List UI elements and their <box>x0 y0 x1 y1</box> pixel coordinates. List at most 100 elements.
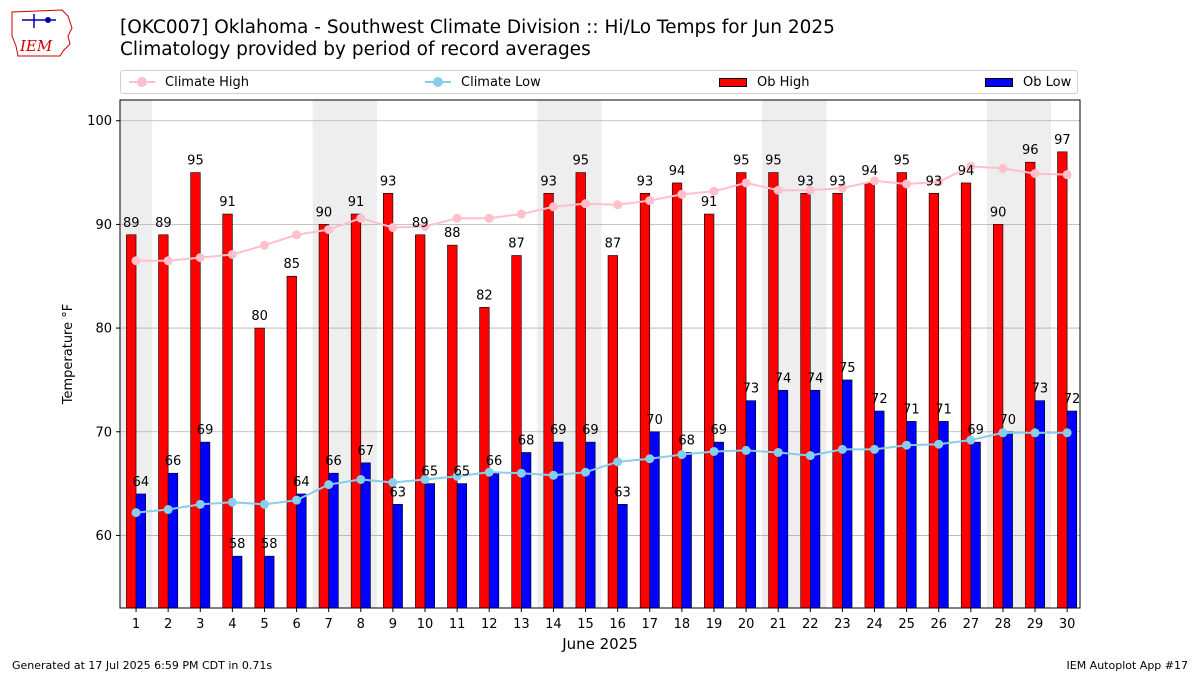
ob-high-value-label: 85 <box>283 257 300 272</box>
climate-high-point <box>870 176 880 186</box>
climate-low-point <box>870 444 880 454</box>
climate-low-point <box>1030 428 1040 438</box>
climate-high-point <box>581 199 591 209</box>
ob-low-value-label: 70 <box>999 413 1016 428</box>
ob-high-bar <box>639 193 651 609</box>
plot-frame <box>119 99 1081 609</box>
ob-low-bar <box>777 389 789 609</box>
ob-low-value-label: 66 <box>165 454 182 469</box>
ob-low-value-label: 74 <box>775 371 792 386</box>
ob-high-bar <box>511 255 522 609</box>
climate-high-point <box>356 213 366 223</box>
ob-high-swatch-icon <box>719 77 747 87</box>
ob-low-value-label: 71 <box>903 402 920 417</box>
ob-low-bar <box>938 421 949 609</box>
ob-high-value-label: 93 <box>926 174 943 189</box>
iowa-outline-icon <box>11 9 73 57</box>
ob-low-value-label: 66 <box>325 454 342 469</box>
ob-high-bar <box>318 224 329 609</box>
climate-high-point <box>773 185 783 195</box>
ob-low-value-label: 65 <box>422 465 439 480</box>
ob-low-bar <box>842 379 853 609</box>
ob-high-bar <box>671 182 683 609</box>
ob-low-value-label: 73 <box>743 382 760 397</box>
climate-low-point <box>613 457 623 467</box>
x-tick-label: 15 <box>577 617 594 632</box>
ob-high-value-label: 90 <box>990 205 1007 220</box>
ob-low-value-label: 68 <box>678 433 695 448</box>
climate-low-point <box>741 445 751 455</box>
y-tick-label: 100 <box>87 114 112 129</box>
ob-low-bar <box>553 441 564 609</box>
ob-high-bar <box>1057 151 1068 609</box>
legend-item-ob-low: Ob Low <box>985 71 1071 93</box>
x-tick-label: 7 <box>325 617 333 632</box>
x-tick-label: 24 <box>866 617 883 632</box>
climate-low-point <box>420 474 430 484</box>
climate-high-point <box>677 189 687 199</box>
y-tick-label: 80 <box>95 322 112 337</box>
x-axis-title: June 2025 <box>561 635 638 653</box>
ob-low-bar <box>296 493 307 609</box>
ob-high-value-label: 95 <box>187 154 204 169</box>
climate-low-point <box>581 467 591 477</box>
ob-high-value-label: 80 <box>251 309 268 324</box>
ob-high-value-label: 91 <box>219 195 236 210</box>
x-tick-label: 23 <box>834 617 851 632</box>
y-tick-label: 90 <box>95 218 112 233</box>
ob-high-bar <box>415 234 426 609</box>
ob-low-bar <box>970 441 981 609</box>
x-tick-label: 30 <box>1059 617 1076 632</box>
climate-low-point <box>966 435 976 445</box>
ob-low-value-label: 72 <box>871 392 888 407</box>
legend-item-climate-low: Climate Low <box>425 71 541 93</box>
ob-high-bar <box>704 213 715 609</box>
ob-high-value-label: 93 <box>829 174 846 189</box>
climate-high-point <box>741 178 751 188</box>
ob-low-value-label: 69 <box>197 423 214 438</box>
ob-high-value-label: 91 <box>701 195 718 210</box>
x-tick-label: 10 <box>417 617 434 632</box>
climate-high-point <box>613 200 623 210</box>
ob-low-bar <box>199 441 211 609</box>
climate-high-swatch-icon <box>129 77 155 87</box>
legend-item-climate-high: Climate High <box>129 71 249 93</box>
climate-low-point <box>805 451 815 461</box>
y-axis-title: Temperature °F <box>61 304 76 405</box>
x-tick-label: 22 <box>802 617 819 632</box>
ob-low-bar <box>456 483 468 609</box>
ob-low-value-label: 70 <box>646 413 663 428</box>
climate-high-point <box>709 186 719 196</box>
x-tick-label: 11 <box>449 617 466 632</box>
ob-high-bar <box>575 172 586 609</box>
legend-label-ob-low: Ob Low <box>1023 74 1072 90</box>
x-tick-label: 16 <box>609 617 626 632</box>
ob-low-bar <box>232 555 243 609</box>
ob-low-bar <box>810 389 821 609</box>
ob-high-bar <box>832 193 843 609</box>
climate-high-point <box>292 230 302 240</box>
ob-low-value-label: 68 <box>518 433 535 448</box>
ob-high-bar <box>286 275 297 609</box>
x-tick-label: 20 <box>738 617 755 632</box>
climate-low-point <box>195 499 205 509</box>
x-tick-label: 29 <box>1027 617 1044 632</box>
climate-low-point <box>484 467 494 477</box>
autoplot-app-label: IEM Autoplot App #17 <box>1066 659 1189 672</box>
climate-high-point <box>934 177 944 187</box>
climate-high-point <box>998 163 1008 173</box>
x-tick-label: 28 <box>995 617 1012 632</box>
ob-low-value-label: 69 <box>550 423 567 438</box>
ob-low-value-label: 58 <box>229 537 246 552</box>
x-tick-label: 2 <box>164 617 172 632</box>
ob-low-value-label: 64 <box>133 475 150 490</box>
ob-low-value-label: 74 <box>807 371 824 386</box>
ob-high-bar <box>800 193 811 609</box>
climate-high-point <box>195 253 205 263</box>
y-tick-label: 60 <box>95 529 112 544</box>
ob-high-bar <box>350 213 362 609</box>
climate-high-point <box>452 213 462 223</box>
ob-high-value-label: 93 <box>380 174 397 189</box>
climate-low-swatch-icon <box>425 77 451 87</box>
